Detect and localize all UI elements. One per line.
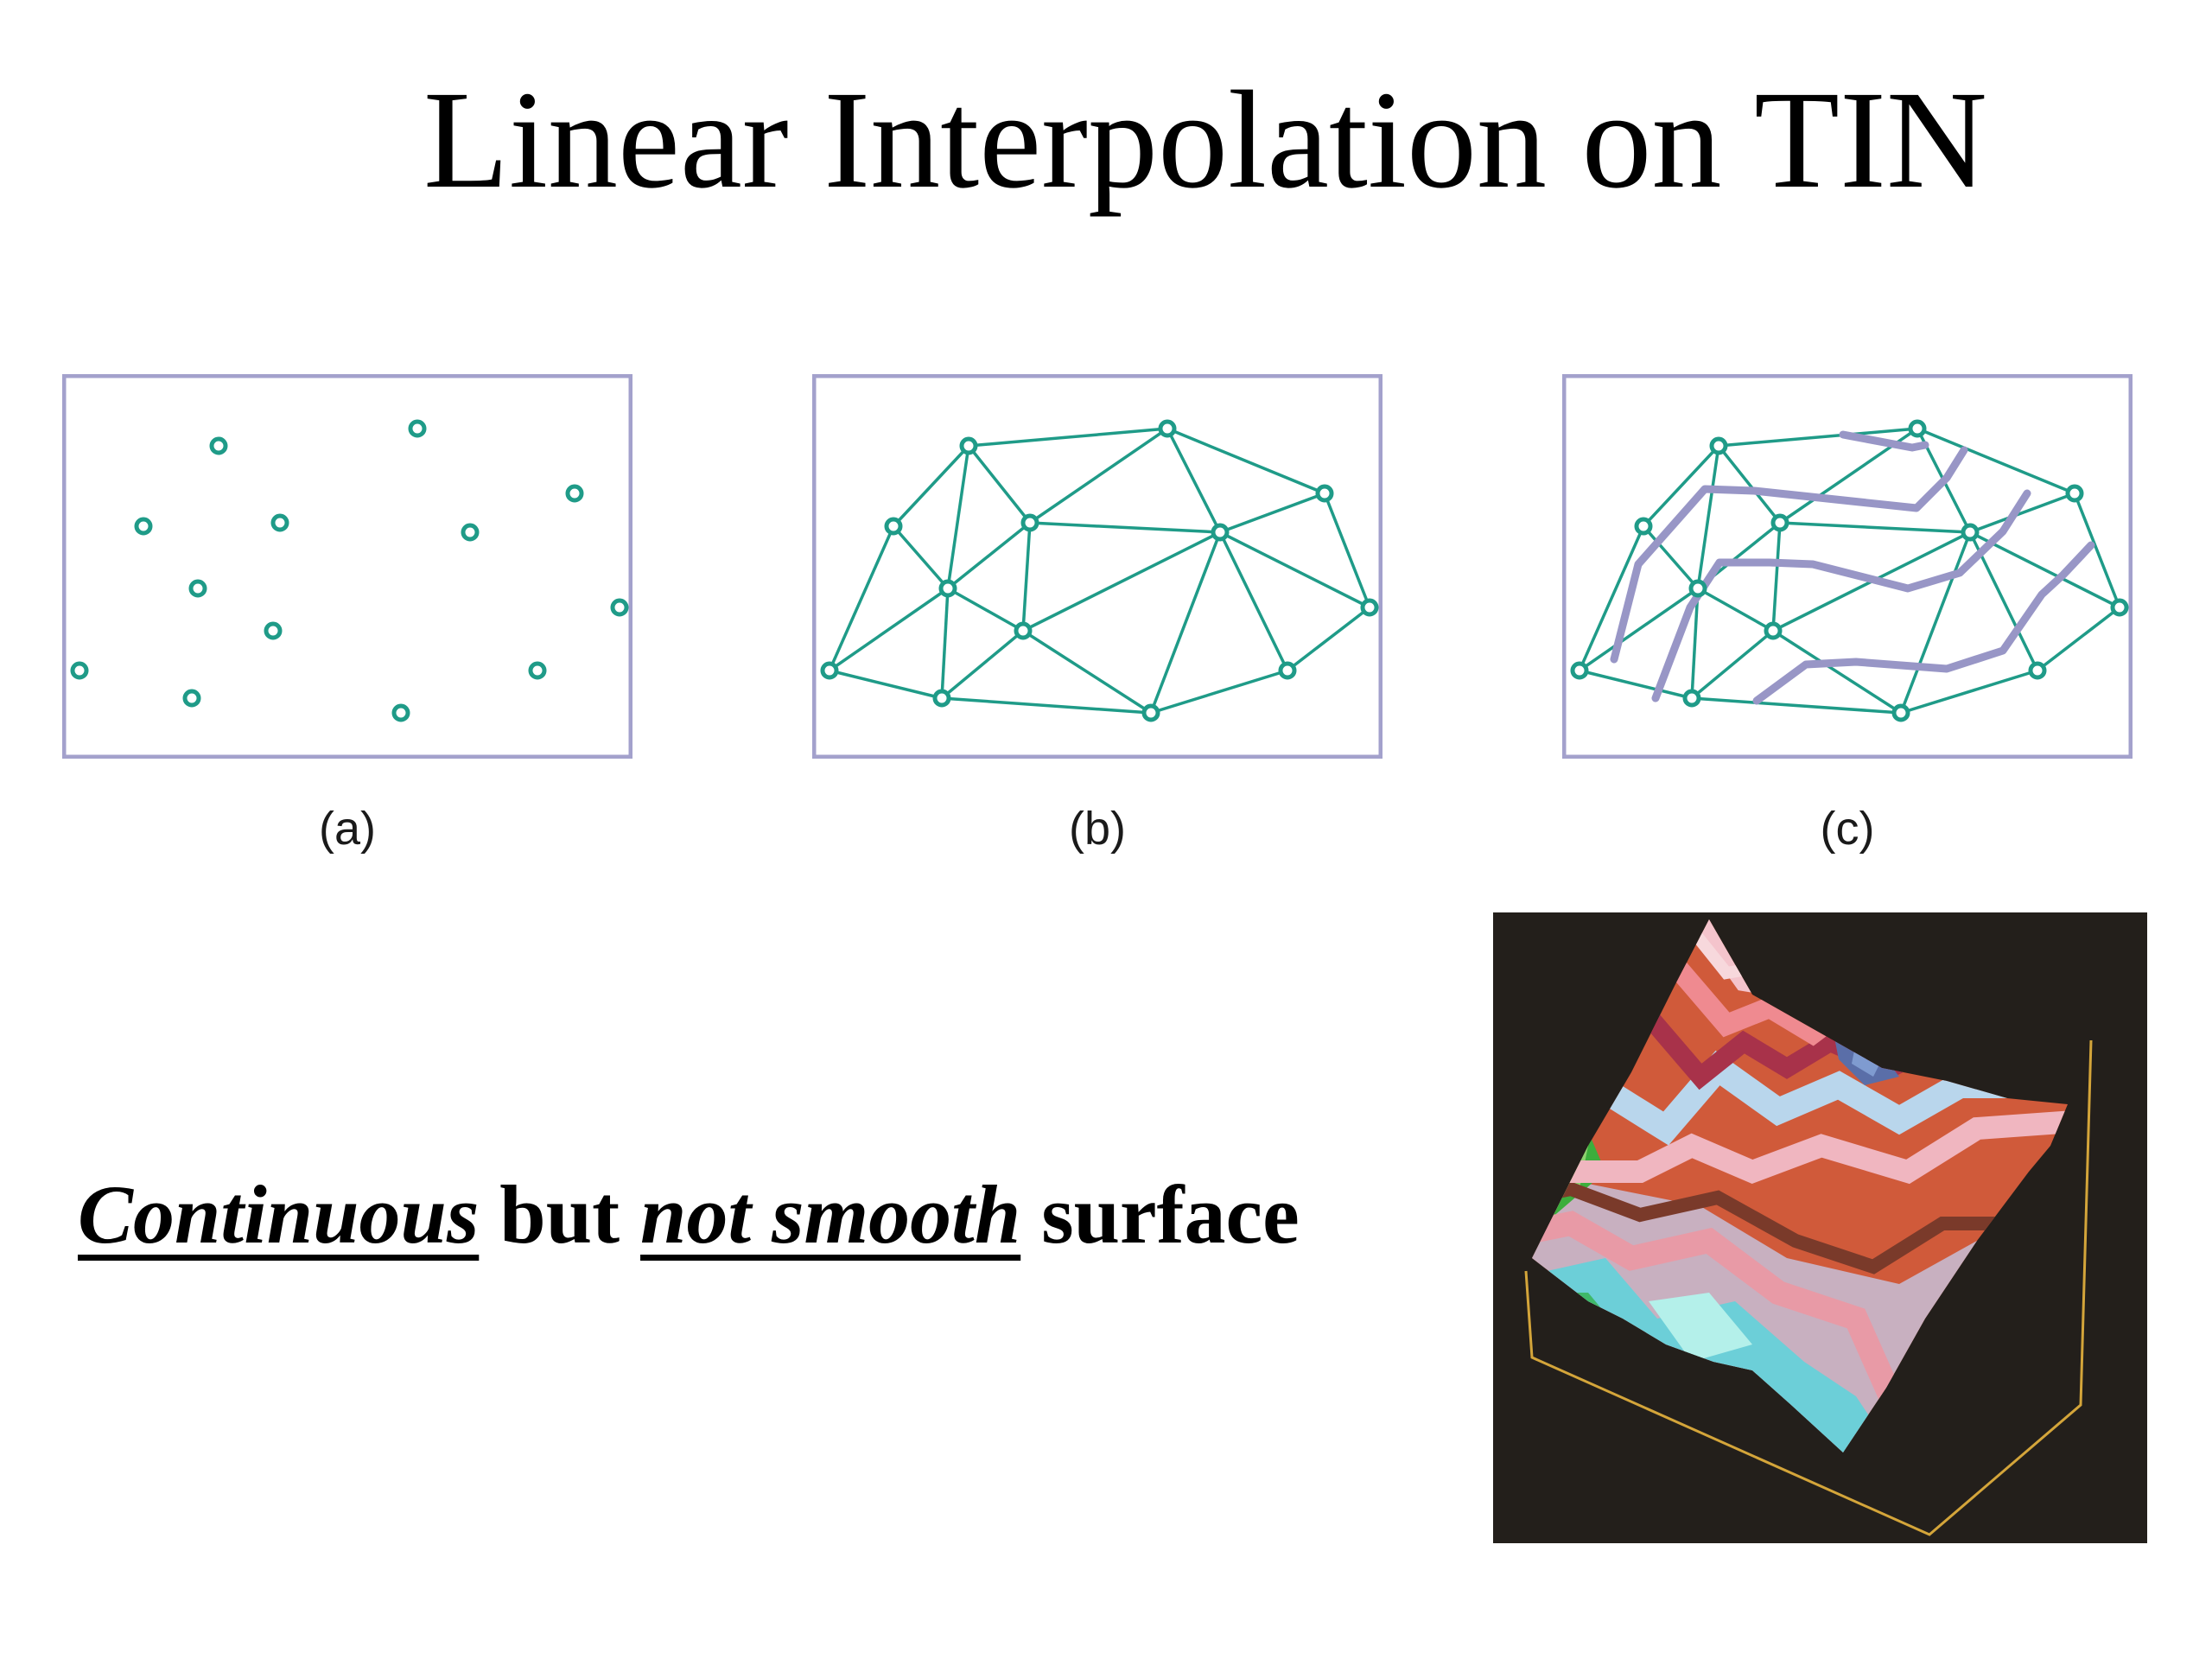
panel-b-label: (b)	[1069, 803, 1126, 855]
tin-vertex	[1278, 661, 1297, 680]
tin-vertex	[1360, 598, 1379, 617]
sample-point	[264, 621, 283, 640]
tin-vertex	[959, 436, 978, 455]
tin-vertex	[2110, 598, 2129, 617]
sample-point	[610, 598, 629, 617]
tin-diagram	[812, 374, 1382, 759]
points-diagram	[62, 374, 632, 759]
tin-vertex	[1141, 703, 1160, 722]
sample-point	[209, 436, 228, 455]
tin-vertex	[1891, 703, 1910, 722]
tin-vertex	[1770, 513, 1789, 532]
tin-vertex	[1020, 513, 1039, 532]
tin-vertex	[1158, 419, 1177, 438]
tin-vertex	[1688, 579, 1707, 598]
panel-a-label: (a)	[319, 803, 376, 855]
tin-vertex	[1961, 523, 1980, 542]
contour-line	[1610, 446, 1968, 664]
tin-vertex	[1764, 621, 1783, 640]
panel-c-label: (c)	[1820, 803, 1875, 855]
panel-c-contours	[1562, 374, 2133, 759]
tin-vertex	[1634, 517, 1653, 536]
tin-contour-diagram	[1562, 374, 2133, 759]
panel-a-sample-points	[62, 374, 632, 759]
surface-rendering	[1493, 912, 2147, 1543]
sample-point	[270, 513, 289, 532]
tin-vertex	[1682, 689, 1701, 708]
tin-vertices	[820, 419, 1379, 722]
slide-title: Linear Interpolation on TIN	[423, 63, 1987, 218]
sample-point	[528, 661, 547, 680]
tin-edges	[828, 427, 1371, 715]
caption-continuous: Continuous	[78, 1168, 480, 1261]
sample-point	[391, 703, 410, 722]
tin-vertex	[1709, 436, 1728, 455]
caption-but: but	[479, 1168, 641, 1261]
point-set	[70, 419, 629, 722]
caption-surface: surface	[1020, 1168, 1300, 1261]
sample-point	[134, 517, 153, 536]
sample-point	[70, 661, 89, 680]
diagram-frame	[62, 374, 632, 759]
tin-vertex	[1908, 419, 1927, 438]
sample-point	[188, 579, 207, 598]
tin-vertex	[820, 661, 839, 680]
tin-vertex	[884, 517, 903, 536]
sample-point	[182, 689, 201, 708]
sample-point	[461, 523, 480, 542]
tin-vertex	[1570, 661, 1589, 680]
tin-vertex	[1211, 523, 1230, 542]
tin-vertex	[2028, 661, 2047, 680]
diagram-frame	[812, 374, 1382, 759]
caption-not-smooth: not smooth	[640, 1168, 1021, 1261]
tin-vertex	[938, 579, 957, 598]
contour-line	[1752, 541, 2095, 705]
tin-vertices	[1570, 419, 2129, 722]
panel-b-triangulation	[812, 374, 1382, 759]
caption: Continuous but not smooth surface	[78, 1166, 1300, 1262]
tin-vertex	[1315, 484, 1334, 503]
sample-point	[408, 419, 427, 438]
tin-vertex	[1014, 621, 1033, 640]
sample-point	[565, 484, 584, 503]
surface-image	[1493, 912, 2147, 1543]
tin-vertex	[932, 689, 951, 708]
bounding-box	[1524, 1039, 2093, 1536]
contour-line	[1839, 430, 1929, 452]
tin-vertex	[2065, 484, 2084, 503]
